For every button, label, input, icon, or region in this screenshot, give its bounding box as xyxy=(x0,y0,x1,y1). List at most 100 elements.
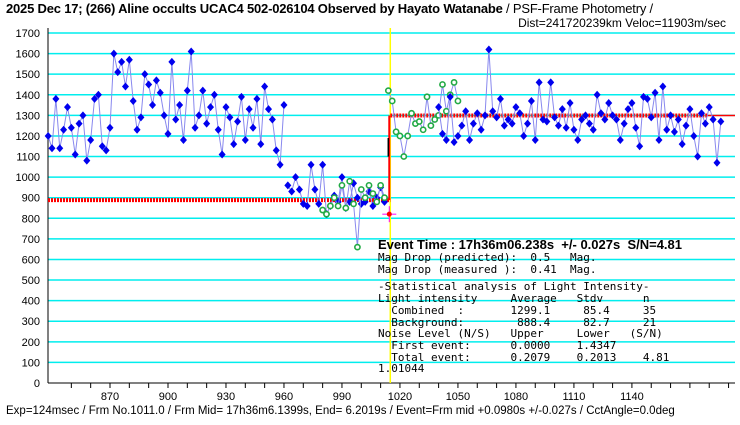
target-before-point xyxy=(83,156,91,165)
target-after-point xyxy=(678,140,686,149)
target-after-point xyxy=(605,99,613,107)
target-before-point xyxy=(230,140,238,149)
x-tick-label: 990 xyxy=(333,391,351,403)
comparison-2-point xyxy=(408,109,415,117)
y-tick-label: 300 xyxy=(22,316,40,328)
y-tick-label: 100 xyxy=(22,357,40,369)
stats-line: Mag Drop (measured ): 0.41 Mag. xyxy=(378,262,597,276)
target-before-point xyxy=(265,105,273,114)
target-occulted-point xyxy=(307,160,315,169)
target-before-point xyxy=(133,125,141,134)
target-before-point xyxy=(98,142,106,151)
x-tick-label: 1110 xyxy=(562,391,585,403)
target-after-point xyxy=(578,115,586,124)
target-before-point xyxy=(241,136,249,145)
target-after-point xyxy=(616,136,624,145)
target-before-point xyxy=(222,103,230,112)
comparison-2-point xyxy=(400,153,408,160)
target-before-point xyxy=(253,94,261,103)
statistics-panel: Event Time : 17h36m06.238s +/- 0.027s S/… xyxy=(378,238,682,375)
event-marker-point xyxy=(386,211,392,217)
target-before-point xyxy=(179,136,187,145)
comparison-1-point xyxy=(330,194,338,202)
target-after-point xyxy=(609,111,617,120)
comparison-1-point xyxy=(354,243,361,251)
target-before-point xyxy=(257,140,265,149)
target-before-point xyxy=(272,146,280,155)
comparison-2-point xyxy=(431,116,439,123)
y-tick-label: 800 xyxy=(22,213,40,225)
target-after-point xyxy=(524,119,532,128)
target-after-point xyxy=(686,105,694,114)
stats-line: Background: 888.4 82.7 21 xyxy=(378,315,657,329)
target-before-point xyxy=(102,146,110,155)
target-after-point xyxy=(697,109,705,118)
target-occulted-point xyxy=(311,185,319,194)
target-before-point xyxy=(156,88,164,97)
target-before-point xyxy=(226,113,234,122)
target-after-point xyxy=(508,119,516,128)
target-before-point xyxy=(261,82,269,91)
comparison-1-point xyxy=(377,181,385,189)
footer-info: Exp=124msec / Frm No.1011.0 / Frm Mid= 1… xyxy=(6,405,675,417)
target-after-point xyxy=(643,94,651,103)
y-tick-label: 700 xyxy=(22,234,40,246)
stats-line: Noise Level (N/S) Upper Lower (S/N) xyxy=(378,327,663,341)
target-occulted-point xyxy=(338,173,346,182)
target-after-point xyxy=(667,111,675,120)
target-after-point xyxy=(694,152,702,161)
target-before-point xyxy=(176,101,184,110)
comparison-1-point xyxy=(350,200,357,208)
target-before-point xyxy=(52,94,60,103)
target-before-point xyxy=(168,57,176,66)
target-occulted-point xyxy=(319,160,327,169)
y-tick-label: 900 xyxy=(22,193,40,205)
comparison-1-point xyxy=(334,202,342,210)
target-before-point xyxy=(137,113,145,122)
target-after-point xyxy=(647,113,655,122)
chart-subtitle: Dist=241720239km Veloc=11903m/sec xyxy=(518,16,726,30)
target-after-point xyxy=(717,117,725,126)
target-before-point xyxy=(110,49,118,58)
target-after-point xyxy=(709,115,717,124)
target-before-point xyxy=(149,101,157,110)
target-after-point xyxy=(636,142,644,151)
comparison-1-point xyxy=(338,181,346,189)
comparison-1-point xyxy=(369,190,377,197)
target-before-point xyxy=(249,123,257,132)
target-after-point xyxy=(496,94,504,103)
comparison-2-point xyxy=(427,122,435,130)
x-tick-label: 900 xyxy=(159,391,177,403)
target-before-point xyxy=(129,96,137,105)
target-after-point xyxy=(612,115,620,124)
target-before-point xyxy=(203,119,211,128)
target-after-point xyxy=(593,90,601,99)
target-after-point xyxy=(554,121,562,130)
target-before-point xyxy=(183,86,191,95)
target-after-point xyxy=(535,78,543,87)
comparison-1-point xyxy=(342,204,350,212)
target-before-point xyxy=(234,117,242,126)
target-before-point xyxy=(245,105,253,114)
target-after-point xyxy=(458,121,466,130)
target-after-point xyxy=(531,136,539,145)
target-before-point xyxy=(268,115,276,124)
target-occulted-point xyxy=(353,193,361,202)
comparison-2-point xyxy=(419,126,427,134)
x-tick-label: 1080 xyxy=(504,391,528,403)
target-occulted-point xyxy=(292,173,300,182)
target-before-point xyxy=(67,123,75,132)
comparison-2-point xyxy=(442,107,450,115)
target-after-point xyxy=(628,99,636,107)
stats-line: -Statistical analysis of Light Intensity… xyxy=(378,280,650,294)
target-after-point xyxy=(500,121,508,130)
comparison-2-point xyxy=(454,97,462,105)
target-before-point xyxy=(191,123,199,132)
target-after-point xyxy=(562,123,570,132)
target-before-point xyxy=(207,103,215,112)
target-before-point xyxy=(125,55,133,64)
target-after-point xyxy=(481,111,489,120)
target-after-point xyxy=(473,109,481,118)
target-after-point xyxy=(512,103,520,112)
comparison-1-point xyxy=(319,206,327,214)
